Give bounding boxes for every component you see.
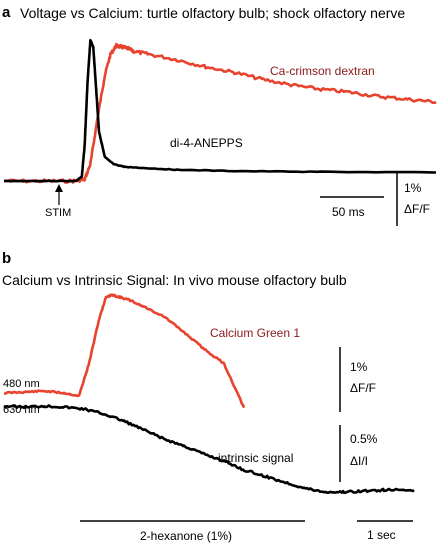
panel-a-amplitude-label-bottom: ΔF/F: [404, 202, 430, 216]
panel-b-title: Calcium vs Intrinsic Signal: In vivo mou…: [2, 272, 347, 288]
series-line-ca-crimson: [3, 42, 437, 184]
intrinsic-scale-label-bottom: ΔI/I: [350, 454, 368, 468]
panel-a-letter: a: [2, 4, 11, 21]
series-label-calcium-green: Calcium Green 1: [210, 326, 300, 340]
baseline-label-480nm: 480 nm: [3, 378, 40, 390]
panel-a-plot: [3, 38, 437, 184]
panel-a-amplitude-label-top: 1%: [404, 181, 422, 195]
panel-a: a Voltage vs Calcium: turtle olfactory b…: [2, 4, 437, 226]
series-label-intrinsic-signal: intrinsic signal: [218, 451, 293, 465]
panel-b-time-scale-label: 1 sec: [367, 528, 396, 542]
series-line-calcium-green: [3, 293, 246, 409]
stimulus-label: 2-hexanone (1%): [140, 529, 232, 543]
series-line-di4-anepps: [3, 38, 437, 183]
calcium-scale-label-top: 1%: [350, 360, 368, 374]
intrinsic-scale-label-top: 0.5%: [350, 432, 378, 446]
stim-label: STIM: [45, 207, 71, 219]
series-label-di4-anepps: di-4-ANEPPS: [170, 136, 243, 150]
series-line-intrinsic-signal: [3, 404, 415, 495]
panel-b-letter: b: [2, 250, 11, 267]
baseline-label-630nm: 630 nm: [3, 404, 40, 416]
series-label-ca-crimson: Ca-crimson dextran: [270, 64, 375, 78]
panel-b-plot: [3, 293, 415, 495]
panel-a-title: Voltage vs Calcium: turtle olfactory bul…: [20, 5, 405, 21]
stim-arrow-icon: [55, 184, 63, 192]
panel-a-time-scale-label: 50 ms: [332, 205, 365, 219]
calcium-scale-label-bottom: ΔF/F: [350, 381, 376, 395]
panel-b: b Calcium vs Intrinsic Signal: In vivo m…: [2, 250, 415, 543]
